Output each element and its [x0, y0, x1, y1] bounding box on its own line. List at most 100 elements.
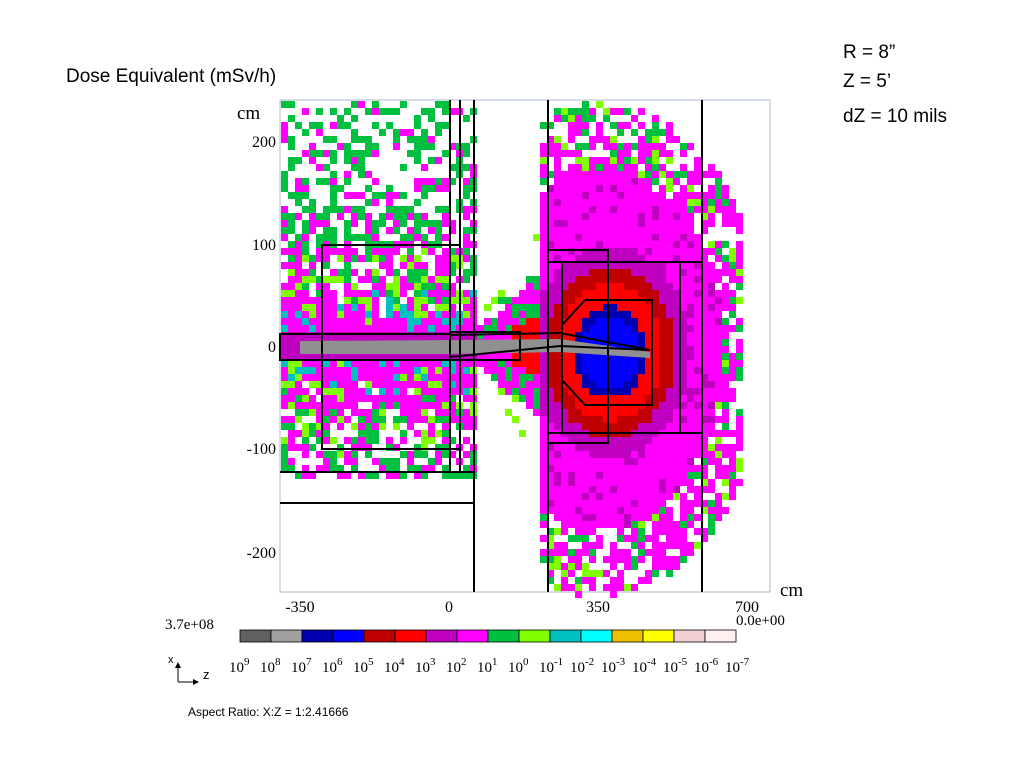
dose-cell [631, 262, 638, 269]
dose-cell [400, 381, 407, 388]
dose-cell [519, 290, 526, 297]
dose-cell [463, 227, 470, 234]
dose-cell [400, 388, 407, 395]
dose-cell [680, 360, 687, 367]
dose-cell [652, 535, 659, 542]
dose-cell [645, 136, 652, 143]
dose-cell [519, 367, 526, 374]
dose-cell [638, 332, 645, 339]
dose-cell [554, 486, 561, 493]
dose-cell [729, 388, 736, 395]
label-exponent: -7 [740, 656, 750, 668]
dose-cell [652, 269, 659, 276]
dose-cell [659, 276, 666, 283]
dose-cell [631, 192, 638, 199]
dose-cell [449, 395, 456, 402]
dose-cell [428, 437, 435, 444]
dose-cell [624, 248, 631, 255]
dose-cell [442, 423, 449, 430]
dose-cell [673, 304, 680, 311]
dose-cell [365, 213, 372, 220]
dose-cell [659, 227, 666, 234]
label-base: 10 [508, 660, 523, 676]
dose-cell [596, 514, 603, 521]
dose-cell [610, 409, 617, 416]
dose-cell [631, 213, 638, 220]
dose-cell [323, 227, 330, 234]
dose-cell [603, 395, 610, 402]
dose-cell [365, 472, 372, 479]
dose-cell [736, 262, 743, 269]
dose-cell [673, 290, 680, 297]
dose-cell [715, 192, 722, 199]
dose-cell [680, 213, 687, 220]
dose-cell [435, 360, 442, 367]
dose-cell [561, 206, 568, 213]
dose-cell [288, 192, 295, 199]
dose-cell [316, 430, 323, 437]
dose-cell [631, 157, 638, 164]
dose-cell [582, 388, 589, 395]
dose-cell [561, 409, 568, 416]
dose-cell [561, 381, 568, 388]
dose-cell [330, 199, 337, 206]
dose-cell [561, 276, 568, 283]
dose-cell [645, 374, 652, 381]
dose-cell [638, 325, 645, 332]
dose-cell [582, 353, 589, 360]
dose-cell [344, 360, 351, 367]
dose-cell [617, 220, 624, 227]
dose-cell [393, 297, 400, 304]
dose-cell [568, 535, 575, 542]
dose-cell [372, 276, 379, 283]
dose-cell [624, 444, 631, 451]
dose-cell [561, 458, 568, 465]
dose-cell [540, 276, 547, 283]
dose-cell [722, 318, 729, 325]
dose-cell [638, 514, 645, 521]
dose-cell [554, 213, 561, 220]
dose-cell [484, 353, 491, 360]
dose-cell [302, 290, 309, 297]
dose-cell [659, 290, 666, 297]
dose-cell [638, 234, 645, 241]
dose-cell [715, 374, 722, 381]
dose-cell [428, 367, 435, 374]
dose-cell [687, 388, 694, 395]
dose-cell [673, 311, 680, 318]
dose-cell [379, 276, 386, 283]
dose-cell [624, 213, 631, 220]
dose-cell [316, 388, 323, 395]
param: dZ = 10 mils [843, 106, 947, 127]
dose-cell [659, 374, 666, 381]
dose-cell [596, 521, 603, 528]
dose-cell [596, 311, 603, 318]
dose-cell [351, 269, 358, 276]
dose-cell [610, 367, 617, 374]
dose-cell [554, 304, 561, 311]
dose-cell [512, 318, 519, 325]
dose-cell [652, 388, 659, 395]
dose-cell [393, 206, 400, 213]
dose-cell [442, 213, 449, 220]
dose-cell [540, 206, 547, 213]
dose-cell [617, 472, 624, 479]
dose-cell [547, 486, 554, 493]
dose-cell [456, 472, 463, 479]
dose-cell [736, 220, 743, 227]
dose-cell [680, 290, 687, 297]
dose-cell [435, 178, 442, 185]
dose-cell [638, 472, 645, 479]
dose-cell [715, 276, 722, 283]
dose-cell [582, 311, 589, 318]
dose-cell [379, 290, 386, 297]
dose-cell [666, 220, 673, 227]
dose-cell [729, 353, 736, 360]
dose-cell [701, 381, 708, 388]
dose-cell [386, 318, 393, 325]
dose-cell [365, 409, 372, 416]
dose-cell [596, 353, 603, 360]
dose-cell [701, 290, 708, 297]
dose-cell [575, 528, 582, 535]
dose-cell [302, 430, 309, 437]
